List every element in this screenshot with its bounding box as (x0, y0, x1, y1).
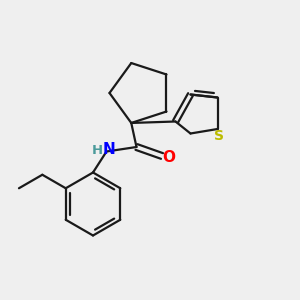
Text: S: S (214, 129, 224, 142)
Text: O: O (162, 150, 175, 165)
Text: N: N (102, 142, 115, 158)
Text: H: H (92, 143, 103, 157)
